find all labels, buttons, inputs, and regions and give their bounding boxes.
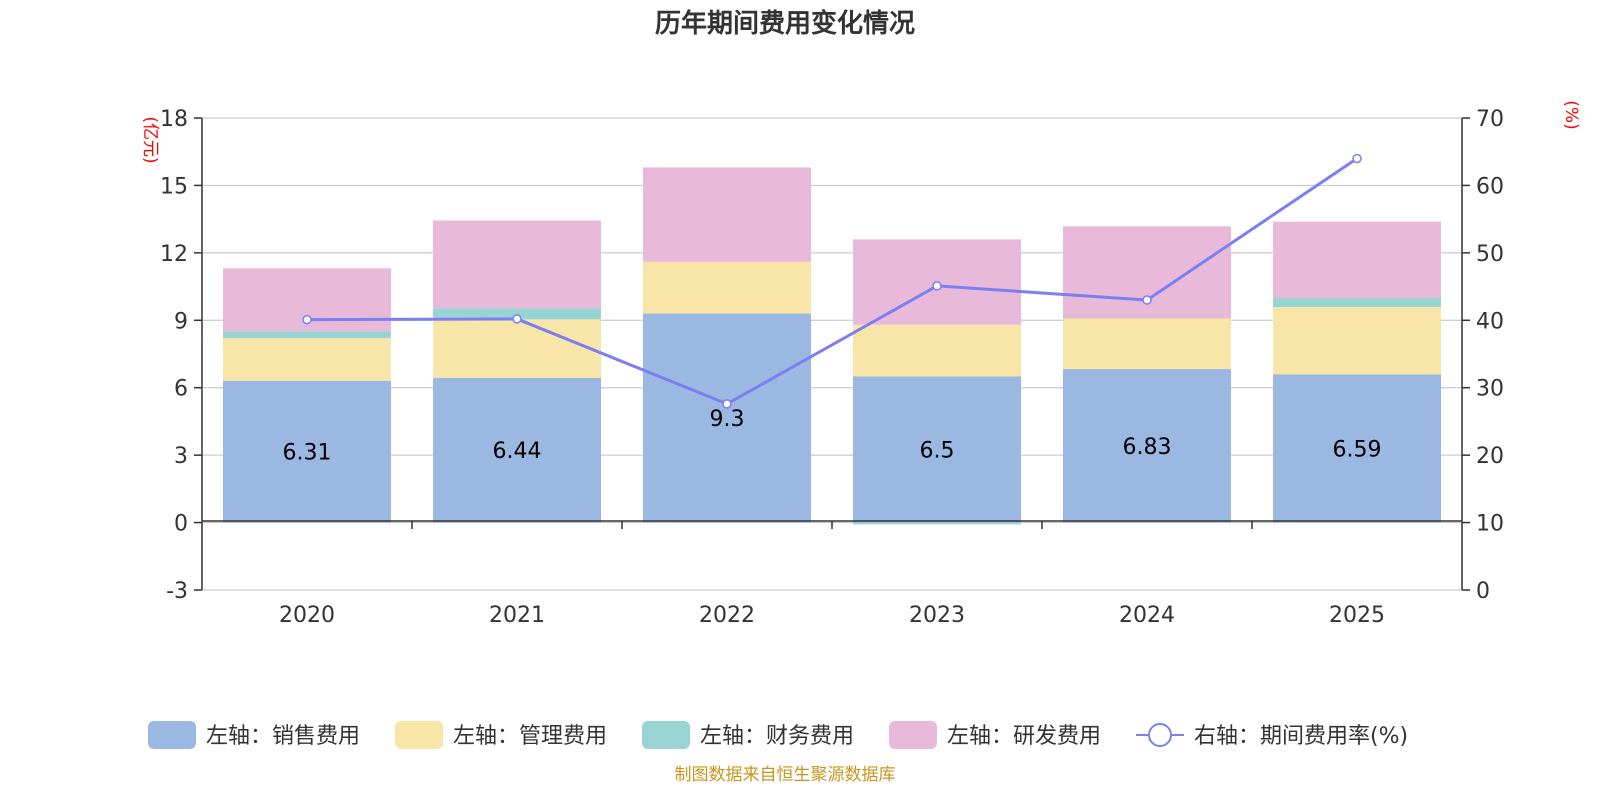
left-axis-ticks: 18 15 12 9 6 3 0 -3 bbox=[160, 107, 202, 604]
legend-label: 左轴：财务费用 bbox=[700, 724, 854, 749]
legend-label: 左轴：管理费用 bbox=[453, 724, 607, 749]
x-tick-label: 2025 bbox=[1329, 603, 1385, 628]
legend-label: 右轴：期间费用率(%) bbox=[1194, 724, 1408, 749]
bar-segment bbox=[223, 331, 391, 339]
bar-value-label: 9.3 bbox=[710, 407, 745, 432]
chart-title: 历年期间费用变化情况 bbox=[655, 8, 915, 39]
right-tick-label: 70 bbox=[1476, 107, 1504, 132]
left-axis-unit: (亿元) bbox=[140, 116, 160, 163]
rate-point bbox=[722, 399, 732, 409]
rate-line bbox=[306, 157, 1358, 406]
legend-swatch bbox=[395, 721, 443, 749]
rate-point bbox=[1352, 153, 1362, 164]
bar-segment bbox=[433, 319, 601, 378]
left-tick-label: 12 bbox=[160, 242, 188, 267]
bar-segment bbox=[223, 380, 391, 523]
legend-label: 左轴：销售费用 bbox=[206, 724, 360, 749]
bar-series bbox=[223, 167, 1441, 525]
bar-segment bbox=[1063, 369, 1231, 523]
right-tick-label: 0 bbox=[1476, 579, 1490, 604]
bar-value-label: 6.83 bbox=[1123, 435, 1172, 460]
x-axis-ticks: 2020 2021 2022 2023 2024 2025 bbox=[279, 603, 1385, 628]
legend[interactable]: 左轴：销售费用 左轴：管理费用 左轴：财务费用 左轴：研发费用 右轴：期间费用率(%) bbox=[148, 721, 1408, 749]
x-tick-label: 2020 bbox=[279, 603, 335, 628]
bar-value-label: 6.5 bbox=[920, 439, 955, 464]
bar-segment bbox=[643, 261, 811, 314]
bar-segment bbox=[853, 376, 1021, 523]
right-tick-label: 60 bbox=[1476, 174, 1504, 199]
right-tick-label: 20 bbox=[1476, 444, 1504, 469]
bar-segment bbox=[853, 324, 1021, 377]
right-tick-label: 30 bbox=[1476, 377, 1504, 402]
bar-segment bbox=[1273, 221, 1441, 299]
legend-swatch bbox=[642, 721, 690, 749]
x-tick-label: 2022 bbox=[699, 603, 755, 628]
left-tick-label: 9 bbox=[174, 309, 188, 334]
left-tick-label: 15 bbox=[160, 174, 188, 199]
right-axis-ticks: 70 60 50 40 30 20 10 0 bbox=[1462, 107, 1504, 604]
legend-circle-swatch bbox=[1148, 723, 1172, 747]
bar-segment bbox=[1273, 374, 1441, 523]
rate-point bbox=[302, 314, 312, 325]
x-tick-label: 2023 bbox=[909, 603, 965, 628]
left-tick-label: 3 bbox=[174, 444, 188, 469]
left-tick-label: -3 bbox=[166, 579, 188, 604]
legend-label: 左轴：研发费用 bbox=[947, 724, 1101, 749]
rate-point bbox=[932, 281, 942, 291]
bar-segment bbox=[1063, 318, 1231, 370]
bar-segment bbox=[433, 220, 601, 309]
data-source-note: 制图数据来自恒生聚源数据库 bbox=[675, 765, 896, 785]
rate-point bbox=[1142, 295, 1152, 305]
left-tick-label: 18 bbox=[160, 107, 188, 132]
right-tick-label: 10 bbox=[1476, 512, 1504, 537]
bar-segment bbox=[433, 308, 601, 320]
axes bbox=[201, 118, 1463, 590]
bar-segment bbox=[643, 167, 811, 262]
bar-segment bbox=[643, 313, 811, 523]
right-tick-label: 50 bbox=[1476, 242, 1504, 267]
right-axis-unit: (%) bbox=[1561, 100, 1581, 129]
rate-point bbox=[512, 314, 522, 324]
legend-swatch bbox=[889, 721, 937, 749]
bar-segment bbox=[1273, 307, 1441, 375]
bar-value-label: 6.59 bbox=[1333, 438, 1382, 463]
left-tick-label: 6 bbox=[174, 377, 188, 402]
bar-segment bbox=[223, 338, 391, 381]
legend-swatch bbox=[148, 721, 196, 749]
x-tick-label: 2021 bbox=[489, 603, 545, 628]
bar-segment bbox=[1273, 298, 1441, 308]
bar-value-label: 6.44 bbox=[493, 439, 542, 464]
bar-segment bbox=[853, 522, 1021, 525]
left-tick-label: 0 bbox=[174, 512, 188, 537]
bar-segment bbox=[433, 377, 601, 523]
bar-value-labels: 6.31 6.44 9.3 6.5 6.83 6.59 bbox=[283, 407, 1382, 466]
rate-line-series bbox=[302, 153, 1362, 409]
bar-value-label: 6.31 bbox=[283, 441, 332, 466]
right-tick-label: 40 bbox=[1476, 309, 1504, 334]
x-tick-label: 2024 bbox=[1119, 603, 1175, 628]
